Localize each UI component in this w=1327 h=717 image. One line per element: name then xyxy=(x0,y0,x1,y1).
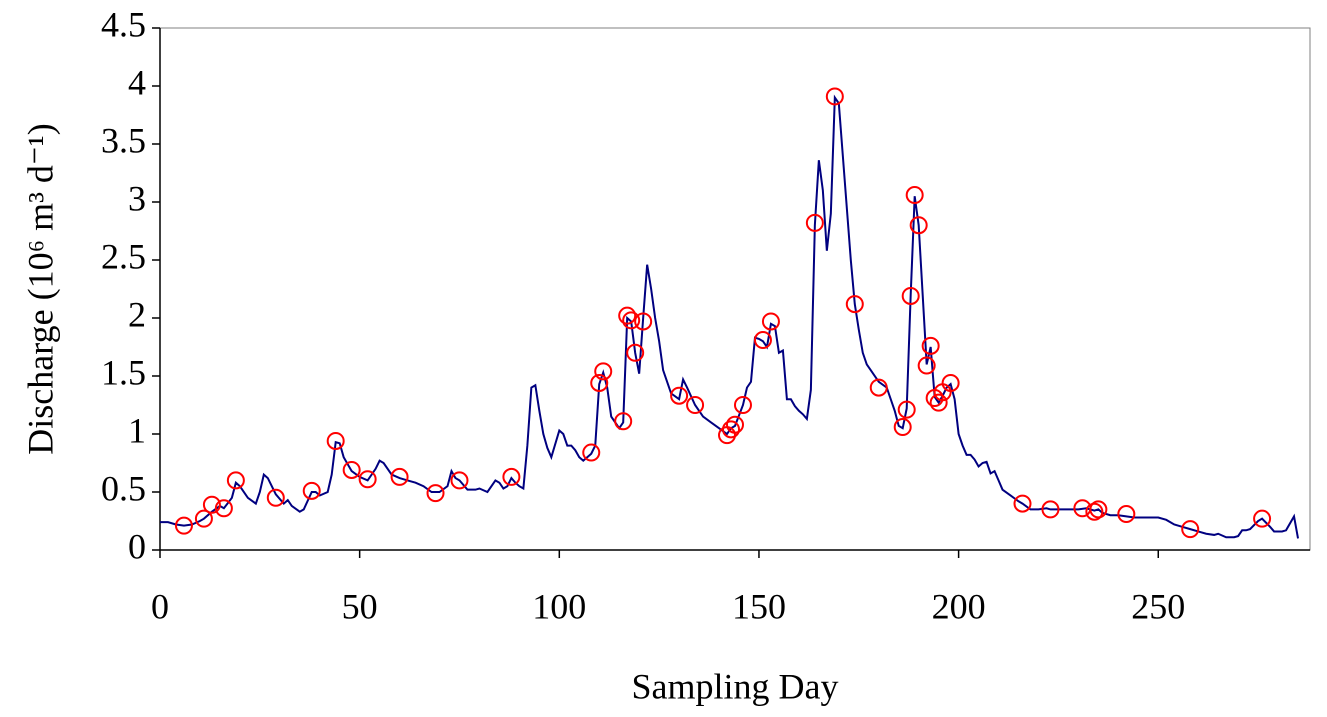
data-point xyxy=(326,431,345,450)
data-point xyxy=(226,471,245,490)
data-point xyxy=(1041,500,1060,519)
x-axis-label: Sampling Day xyxy=(632,666,839,706)
data-point xyxy=(1085,502,1104,521)
data-point xyxy=(634,312,653,331)
y-tick-label: 1.5 xyxy=(101,352,146,392)
data-point xyxy=(214,499,233,518)
data-point xyxy=(202,495,221,514)
data-point xyxy=(909,216,928,235)
data-point xyxy=(1117,505,1136,524)
data-point xyxy=(358,470,377,489)
data-point xyxy=(1013,494,1032,513)
data-point xyxy=(805,213,824,232)
data-point xyxy=(901,286,920,305)
data-point xyxy=(761,312,780,331)
data-point xyxy=(921,336,940,355)
data-point xyxy=(897,400,916,419)
data-point xyxy=(905,186,924,205)
data-point xyxy=(825,87,844,106)
x-tick-label: 200 xyxy=(932,586,986,626)
data-point xyxy=(266,488,285,507)
data-point xyxy=(614,412,633,431)
y-axis-label: Discharge (10⁶ m³ d⁻¹) xyxy=(20,123,60,454)
data-point xyxy=(686,396,705,414)
y-tick-label: 0.5 xyxy=(101,468,146,508)
data-point xyxy=(893,418,912,437)
y-tick-label: 3 xyxy=(128,178,146,218)
data-point xyxy=(502,467,521,486)
x-tick-label: 250 xyxy=(1131,586,1185,626)
data-point xyxy=(1089,500,1108,519)
x-tick-label: 150 xyxy=(732,586,786,626)
data-point xyxy=(302,481,321,500)
data-point xyxy=(626,343,645,362)
data-point xyxy=(590,373,609,392)
data-point xyxy=(390,467,409,486)
data-point xyxy=(929,393,948,412)
data-point xyxy=(594,362,613,381)
data-point xyxy=(1253,509,1272,528)
x-tick-label: 50 xyxy=(342,586,378,626)
data-point xyxy=(1181,520,1200,539)
x-tick-label: 0 xyxy=(151,586,169,626)
data-line xyxy=(160,94,1300,539)
data-point xyxy=(194,509,213,528)
data-point xyxy=(342,460,361,479)
x-tick-label: 100 xyxy=(532,586,586,626)
data-point xyxy=(726,415,744,434)
data-point xyxy=(722,420,741,439)
y-tick-label: 0 xyxy=(128,526,146,566)
data-point xyxy=(941,373,960,392)
data-point xyxy=(845,295,864,314)
y-tick-label: 3.5 xyxy=(101,120,146,160)
data-point xyxy=(670,386,689,405)
y-tick-label: 1 xyxy=(128,410,146,450)
y-tick-label: 2 xyxy=(128,294,146,334)
y-tick-label: 4 xyxy=(128,62,146,102)
data-point xyxy=(450,471,469,490)
data-point xyxy=(426,484,445,503)
data-point xyxy=(753,331,772,350)
data-point xyxy=(917,356,936,375)
y-tick-label: 2.5 xyxy=(101,236,146,276)
data-point xyxy=(622,311,641,330)
data-point xyxy=(174,516,193,535)
data-point xyxy=(618,306,637,325)
data-point xyxy=(582,443,601,462)
data-point xyxy=(869,378,888,397)
y-tick-label: 4.5 xyxy=(101,4,146,44)
data-point xyxy=(733,396,752,414)
